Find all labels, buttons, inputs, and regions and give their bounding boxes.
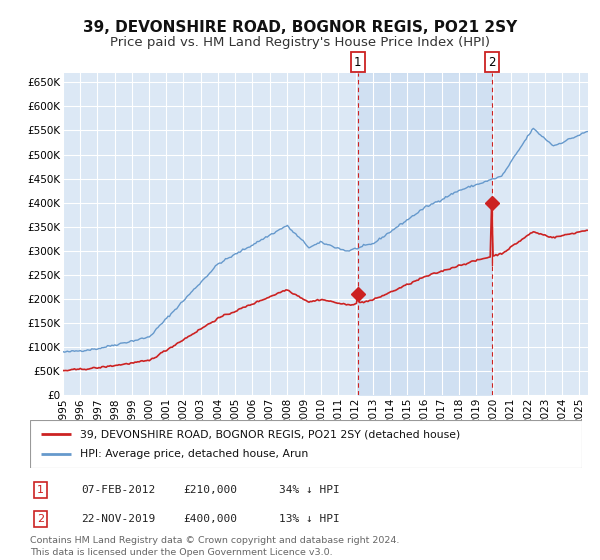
Text: Price paid vs. HM Land Registry's House Price Index (HPI): Price paid vs. HM Land Registry's House … [110,36,490,49]
Text: 39, DEVONSHIRE ROAD, BOGNOR REGIS, PO21 2SY (detached house): 39, DEVONSHIRE ROAD, BOGNOR REGIS, PO21 … [80,430,460,439]
Text: 22-NOV-2019: 22-NOV-2019 [81,514,155,524]
Text: 39, DEVONSHIRE ROAD, BOGNOR REGIS, PO21 2SY: 39, DEVONSHIRE ROAD, BOGNOR REGIS, PO21 … [83,20,517,35]
Text: 1: 1 [354,55,362,69]
Text: 07-FEB-2012: 07-FEB-2012 [81,485,155,495]
Text: 2: 2 [37,514,44,524]
Text: 1: 1 [37,485,44,495]
Text: HPI: Average price, detached house, Arun: HPI: Average price, detached house, Arun [80,449,308,459]
Text: 2: 2 [488,55,496,69]
Text: £210,000: £210,000 [183,485,237,495]
Text: £400,000: £400,000 [183,514,237,524]
Text: Contains HM Land Registry data © Crown copyright and database right 2024.
This d: Contains HM Land Registry data © Crown c… [30,536,400,557]
Text: 13% ↓ HPI: 13% ↓ HPI [279,514,340,524]
Text: 34% ↓ HPI: 34% ↓ HPI [279,485,340,495]
